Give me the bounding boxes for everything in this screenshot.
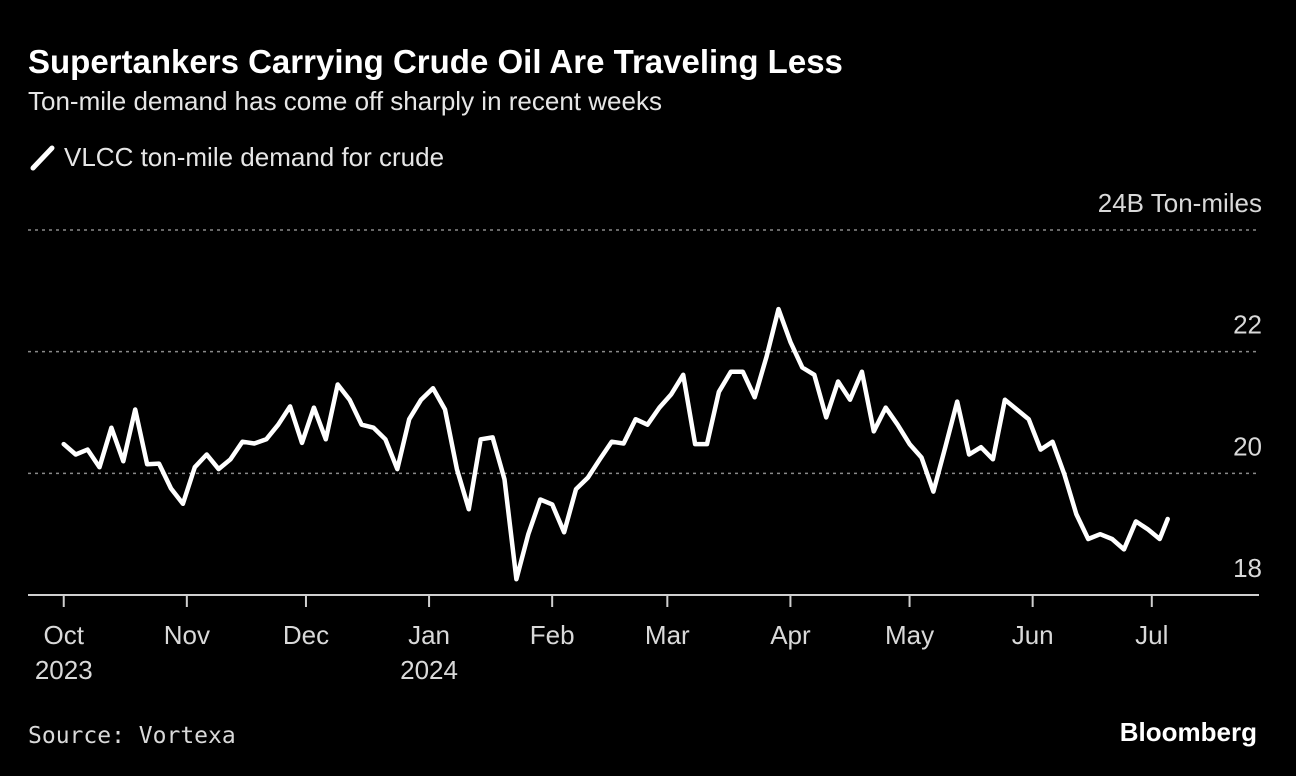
x-tick-label: Jun [1012,620,1054,650]
x-tick-label: Oct [44,620,85,650]
legend-swatch [30,145,55,171]
x-tick-label: Apr [770,620,811,650]
chart-title: Supertankers Carrying Crude Oil Are Trav… [28,43,843,80]
chart-subtitle: Ton-mile demand has come off sharply in … [28,86,662,116]
x-tick-label: Jul [1135,620,1168,650]
brand: Bloomberg [1120,717,1257,747]
source: Source: Vortexa [28,723,236,749]
line-series [61,306,1170,582]
x-tick-year: 2024 [400,655,458,685]
x-tick-label: Nov [164,620,210,650]
x-tick-year: 2023 [35,655,93,685]
legend-label: VLCC ton-mile demand for crude [64,142,444,172]
x-tick-label: Dec [283,620,329,650]
y-tick-label: 20 [1233,431,1262,461]
y-tick-label: 24B Ton-miles [1098,188,1262,218]
x-tick-label: Feb [530,620,575,650]
x-tick-label: Jan [408,620,450,650]
y-tick-label: 18 [1233,553,1262,583]
x-tick-label: Mar [645,620,690,650]
y-tick-label: 22 [1233,310,1262,340]
x-tick-label: May [885,620,934,650]
